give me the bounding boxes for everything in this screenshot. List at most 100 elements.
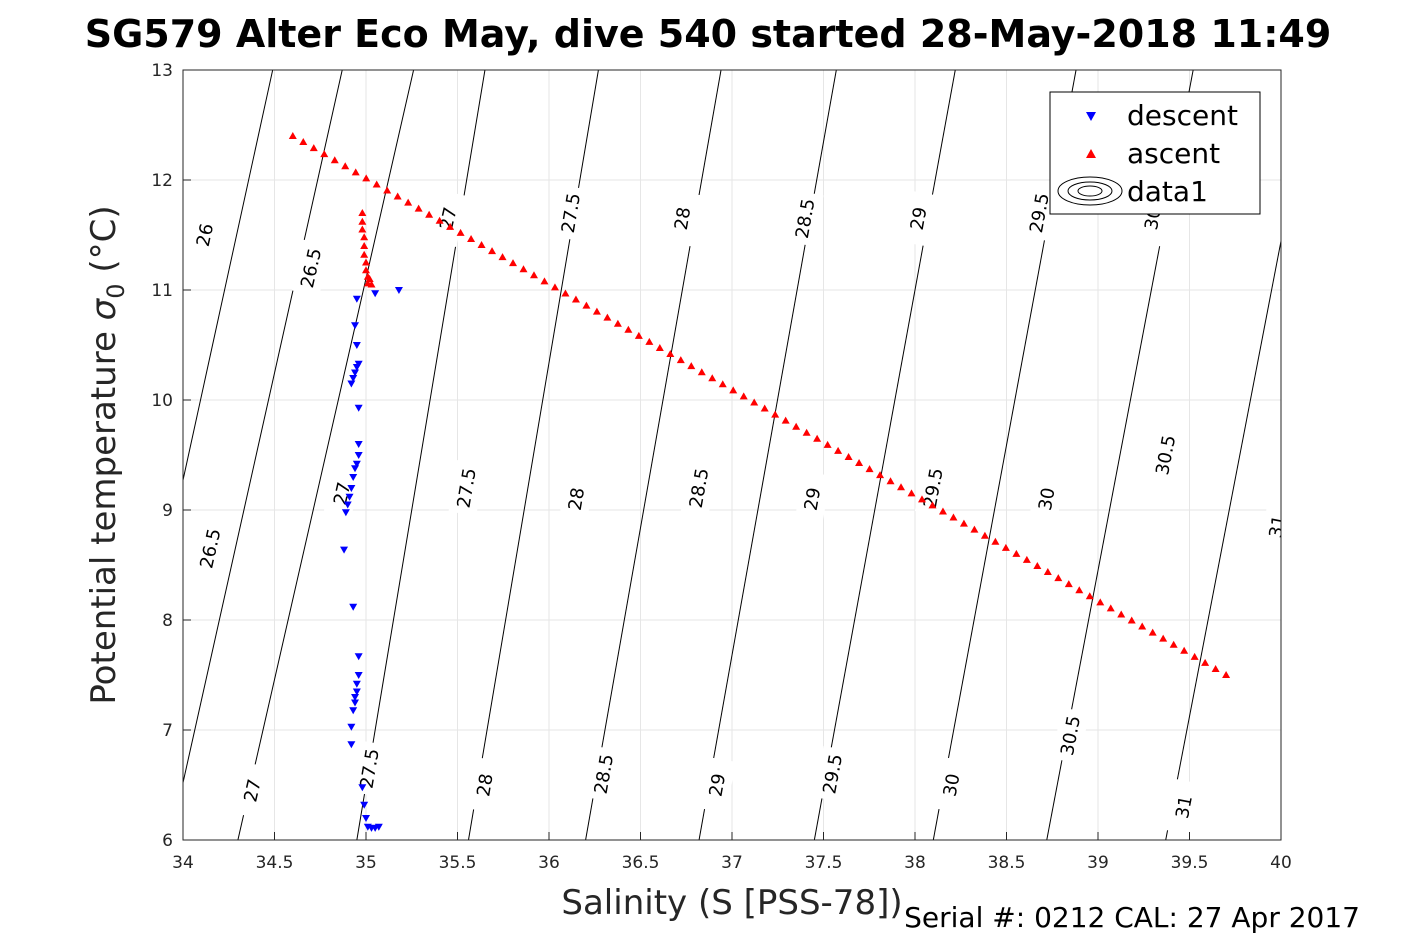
- y-tick-label: 6: [162, 831, 173, 851]
- contour-label-bg: [794, 470, 831, 528]
- contour-label-29: 29: [801, 486, 826, 512]
- contour-label-bg: [585, 745, 623, 803]
- ascent-point: [540, 277, 549, 285]
- x-tick-label: 35: [355, 853, 377, 873]
- ascent-point: [855, 459, 864, 467]
- ascent-point: [1106, 604, 1115, 612]
- descent-point: [352, 688, 361, 696]
- descent-point: [360, 801, 369, 809]
- ascent-point: [844, 452, 853, 460]
- descent-point: [349, 707, 358, 715]
- x-tick-label: 37: [721, 853, 743, 873]
- ascent-point: [729, 386, 738, 394]
- x-tick-label: 38.5: [988, 853, 1026, 873]
- contour-label-bg: [322, 465, 362, 522]
- descent-point: [374, 823, 383, 831]
- y-axis-label-unit: (°C): [84, 205, 124, 272]
- ascent-point: [571, 295, 580, 303]
- legend-ascent-marker: [1086, 149, 1096, 158]
- density-contour-26: [183, 70, 274, 483]
- descent-point: [352, 364, 361, 371]
- ascent-point: [1075, 586, 1084, 594]
- ascent-point: [1001, 543, 1010, 551]
- contour-label-bg: [185, 206, 225, 264]
- x-tick-label: 34: [172, 853, 194, 873]
- density-contour-31: [1165, 238, 1281, 840]
- ascent-point: [917, 495, 926, 503]
- ascent-point: [813, 434, 822, 442]
- y-tick-label: 9: [162, 501, 173, 521]
- ascent-point: [792, 422, 801, 430]
- axis-ticks: 34 34.5 35 35.5 36 36.5 37 37.5 38 38.5 39 39.5 40 6 7…: [151, 61, 1291, 873]
- contour-label-bg: [1258, 498, 1281, 555]
- y-tick-label: 7: [162, 721, 173, 741]
- ascent-point: [358, 225, 367, 233]
- ascent-point: [351, 168, 360, 176]
- descent-point: [352, 295, 361, 303]
- ascent-point: [613, 319, 622, 327]
- ascent-point: [708, 374, 717, 382]
- ascent-point: [393, 192, 402, 200]
- x-tick-label: 37.5: [805, 853, 843, 873]
- ascent-point: [498, 253, 507, 261]
- ascent-point: [509, 259, 518, 267]
- ascent-point: [362, 174, 371, 182]
- ascent-point: [519, 265, 528, 273]
- descent-point: [347, 723, 356, 731]
- ascent-point: [365, 275, 374, 282]
- ascent-point: [760, 404, 769, 412]
- ascent-point: [1201, 658, 1210, 666]
- ascent-point: [949, 513, 958, 521]
- descent-point: [351, 699, 360, 707]
- descent-point: [354, 653, 363, 661]
- descent-point: [347, 380, 356, 388]
- x-axis-label: Salinity (S [PSS-78]): [561, 883, 902, 923]
- x-tick-label: 39.5: [1171, 853, 1209, 873]
- descent-point: [349, 375, 358, 382]
- ascent-point: [299, 138, 308, 146]
- ascent-point: [360, 233, 369, 241]
- contour-label-bg: [1147, 426, 1185, 484]
- contour-label-bg: [680, 459, 718, 517]
- ascent-point: [645, 337, 654, 345]
- descent-point: [349, 474, 358, 481]
- ascent-point: [865, 465, 874, 473]
- ascent-point: [362, 258, 370, 266]
- ascent-point: [991, 537, 1000, 545]
- x-tick-label: 38: [904, 853, 926, 873]
- descent-point: [354, 672, 363, 679]
- contour-label-bg: [1020, 184, 1058, 242]
- x-tick-label: 36.5: [622, 853, 660, 873]
- x-tick-label: 34.5: [256, 853, 294, 873]
- descent-point: [358, 784, 367, 792]
- descent-point: [347, 741, 356, 749]
- ascent-point: [330, 156, 339, 164]
- descent-point: [354, 441, 363, 448]
- legend-box: [1049, 91, 1261, 215]
- ascent-point: [634, 331, 643, 339]
- ascent-point: [739, 392, 748, 400]
- ascent-point: [414, 204, 423, 212]
- contour-label-29: 29: [706, 772, 731, 798]
- y-tick-label: 11: [151, 281, 173, 301]
- contour-label-bg: [448, 460, 485, 516]
- contour-label-28: 28: [565, 486, 590, 512]
- ascent-point: [362, 266, 370, 274]
- serial-calibration-note: Serial #: 0212 CAL: 27 Apr 2017: [904, 901, 1360, 934]
- x-tick-label: 40: [1270, 853, 1292, 873]
- ascent-point: [582, 301, 591, 309]
- contour-label-bg: [900, 190, 938, 247]
- ascent-point: [687, 362, 696, 370]
- contour-label-27: 27: [330, 480, 356, 507]
- ascent-point: [886, 477, 895, 485]
- ascent-point: [666, 350, 675, 358]
- contour-label-bg: [933, 756, 971, 814]
- ascent-point: [750, 398, 759, 406]
- ascent-point: [603, 313, 612, 321]
- descent-point: [352, 680, 361, 688]
- ascent-point: [802, 428, 811, 436]
- x-tick-label: 35.5: [439, 853, 477, 873]
- ascent-point: [897, 483, 906, 491]
- contour-label-bg: [1051, 707, 1090, 764]
- descent-point: [345, 493, 354, 501]
